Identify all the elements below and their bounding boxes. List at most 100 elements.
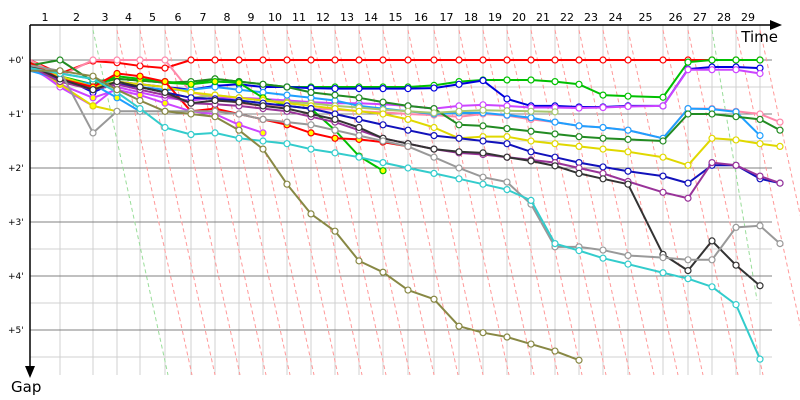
data-point [732,113,740,121]
data-point [161,99,169,107]
data-point [624,102,632,111]
data-point [455,121,463,129]
data-point [708,134,716,142]
series-line [29,64,761,110]
data-point [430,132,438,140]
data-point [599,175,607,183]
data-point [708,110,716,118]
data-point [527,114,535,122]
lapping-line [759,29,800,217]
lapping-line [578,29,655,376]
x-tick-label: 1 [42,11,49,24]
data-point [732,66,740,74]
x-tick-label: 8 [224,11,231,24]
data-point [56,56,64,64]
data-point [355,153,363,161]
data-point [430,123,438,132]
data-point [756,282,764,290]
data-point [575,80,583,88]
data-point [479,329,487,337]
data-point [708,237,716,245]
lapping-line [627,29,704,376]
data-point [756,140,764,148]
lapping-line [238,29,315,376]
data-point [136,72,144,80]
data-point [624,167,632,175]
data-point [684,275,692,283]
x-tick-label: 6 [175,11,182,24]
data-point [708,66,716,74]
data-point [136,62,144,70]
y-tick-label: +0' [8,56,24,66]
y-axis-label: Gap [11,378,41,396]
data-point [624,260,632,268]
data-point [331,227,339,235]
y-tick-label: +2' [8,164,24,174]
data-point [113,107,121,115]
x-tick-label: 25 [639,11,653,24]
data-point [776,240,784,248]
data-point [259,137,267,145]
data-point [379,268,387,276]
data-point [235,79,243,87]
lapping-line [286,29,363,376]
data-point [479,76,487,85]
data-point [161,88,169,97]
data-point [259,56,267,64]
data-point [307,110,315,118]
data-point [455,134,463,142]
data-point [211,96,219,105]
data-point [355,132,363,140]
data-point [684,66,692,74]
lapping-line [482,29,559,376]
data-point [659,137,667,145]
data-point [259,145,267,153]
series-line [29,64,761,287]
data-point [503,95,511,103]
data-point [503,107,511,115]
data-point [113,56,121,64]
data-point [756,355,764,363]
data-point [527,76,535,84]
data-point [283,91,291,99]
lapping-line [310,29,387,376]
data-point [404,85,412,93]
data-point [599,103,607,112]
data-point [331,56,339,64]
data-point [187,80,195,88]
data-point [187,99,195,107]
data-point [479,137,487,145]
x-tick-label: 28 [717,11,731,24]
data-point [551,108,559,116]
data-point [756,132,764,140]
data-point [379,98,387,106]
data-point [479,122,487,130]
data-point [430,84,438,92]
data-point [684,58,692,66]
x-tick-label: 13 [340,11,354,24]
data-point [379,121,387,129]
x-axis-arrow-icon [770,20,782,30]
x-tick-label: 9 [248,11,255,24]
data-point [404,107,412,115]
data-point [575,56,583,64]
data-point [708,283,716,291]
data-point [599,163,607,171]
data-point [355,94,363,102]
data-point [355,257,363,265]
data-point [599,134,607,142]
data-point [113,86,121,94]
y-tick-label: +4' [8,272,24,282]
data-point [551,347,559,355]
data-point [756,56,764,64]
x-tick-label: 19 [488,11,502,24]
data-point [455,175,463,183]
data-point [684,194,692,202]
data-point [355,115,363,124]
data-point [430,169,438,177]
series-11 [29,64,559,117]
data-point [599,254,607,262]
data-point [283,104,291,113]
data-point [684,161,692,169]
data-point [503,178,511,186]
